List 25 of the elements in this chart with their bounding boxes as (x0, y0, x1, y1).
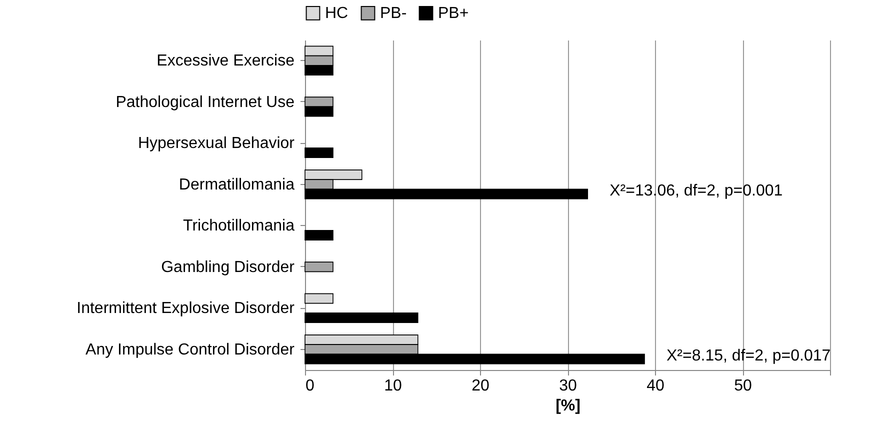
y-tick-label: Trichotillomania (183, 218, 295, 235)
x-tick-label: 10 (384, 378, 402, 394)
x-tick-label: 30 (559, 378, 577, 394)
y-tick-label: Dermatillomania (178, 176, 295, 194)
legend-label: PB+ (438, 5, 469, 22)
y-tick-label: Excessive Exercise (156, 52, 295, 70)
x-tick-label: 40 (646, 378, 664, 394)
legend-label: PB- (380, 5, 407, 22)
y-tick-label: Gambling Disorder (161, 258, 296, 276)
bar (304, 293, 334, 304)
annotation: X²=13.06, df=2, p=0.001 (610, 182, 783, 200)
x-tick-label: 20 (472, 378, 490, 394)
y-tick-label: Intermittent Explosive Disorder (76, 300, 296, 318)
x-tick-label: 0 (306, 378, 314, 394)
bar (304, 148, 334, 158)
legend-label: HC (325, 5, 348, 22)
x-axis-title: [%] (556, 398, 580, 414)
bar (304, 230, 334, 240)
x-tick-label: 50 (734, 378, 752, 394)
bar (304, 312, 418, 323)
y-tick-label: Hypersexual Behavior (138, 135, 296, 152)
bar (304, 262, 334, 272)
y-tick-label: Pathological Internet Use (116, 94, 295, 111)
y-tick-label: Any Impulse Control Disorder (86, 341, 296, 358)
annotation: X²=8.15, df=2, p=0.017 (666, 347, 831, 364)
